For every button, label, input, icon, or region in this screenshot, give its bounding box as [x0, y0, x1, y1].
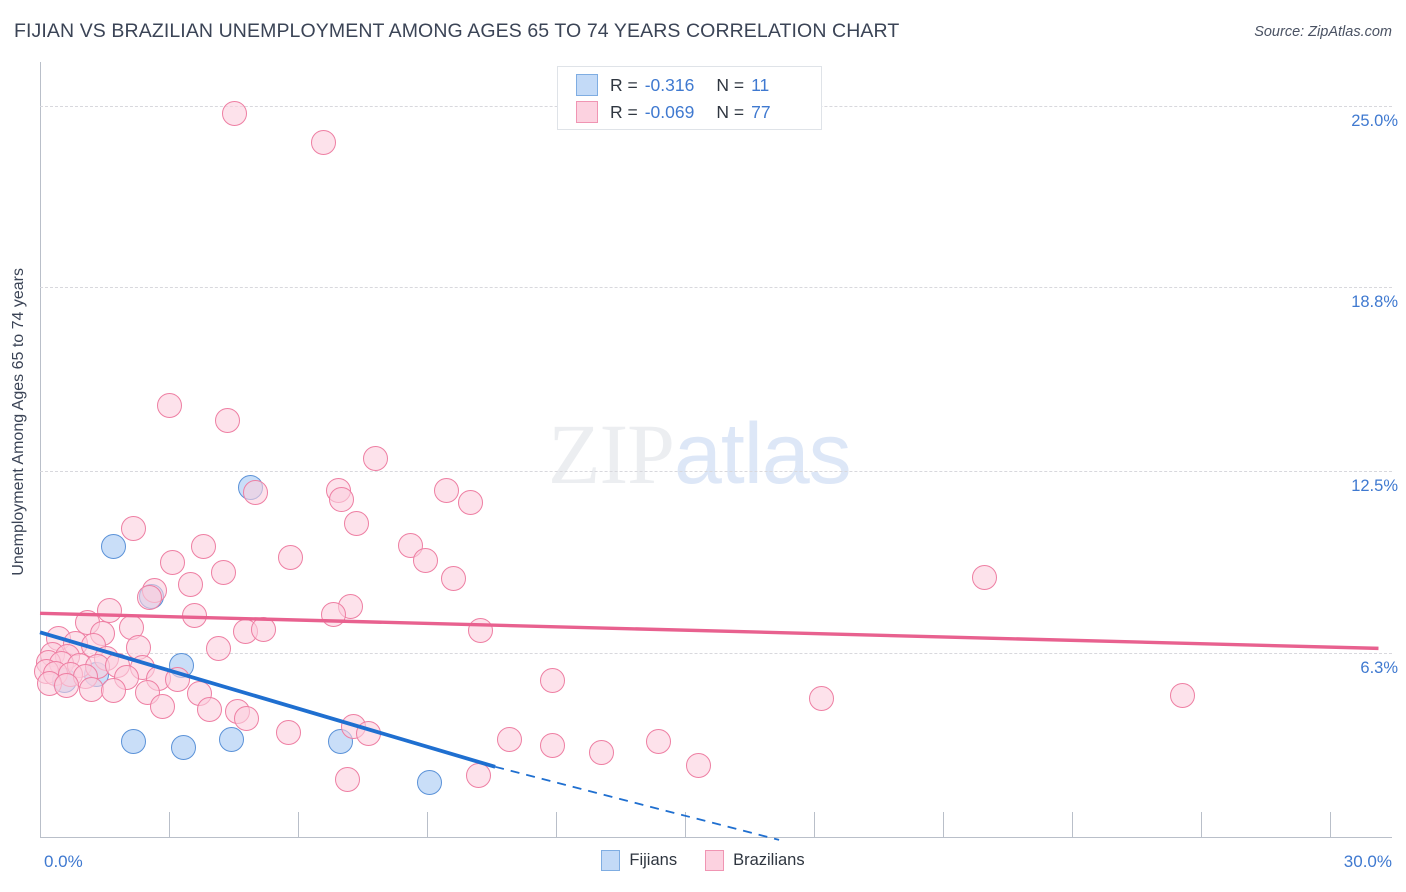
data-point-bra [540, 668, 566, 694]
data-point-bra [250, 617, 276, 643]
data-point-bra [205, 635, 231, 661]
data-point-bra [276, 719, 302, 745]
data-point-bra [310, 129, 336, 155]
data-point-bra [97, 597, 123, 623]
plot-area [34, 62, 1336, 837]
data-point-bra [233, 706, 259, 732]
data-point-bra [100, 677, 126, 703]
data-point-bra [468, 618, 494, 644]
data-point-bra [497, 727, 523, 753]
data-point-bra [457, 489, 483, 515]
gridline [40, 652, 1392, 654]
gridline [40, 471, 1392, 473]
data-point-bra [434, 477, 459, 503]
legend-row-fijians: R = -0.316 N = 11 [576, 72, 769, 98]
data-point-bra [156, 393, 182, 419]
series-legend-item-fijians[interactable]: Fijians [601, 850, 677, 871]
x-axis-line [40, 837, 1392, 838]
legend-n-key-brazilians: N = [716, 101, 745, 122]
legend-r-value-brazilians: -0.069 [644, 101, 695, 122]
series-swatch-brazilians [705, 850, 725, 871]
data-point-bra [328, 486, 354, 512]
x-tick [1201, 812, 1203, 837]
data-point-bra [121, 515, 147, 541]
data-point-bra [645, 729, 671, 755]
x-tick [943, 812, 945, 837]
data-point-bra [465, 762, 491, 788]
x-tick [298, 812, 299, 837]
data-point-bra [53, 673, 79, 698]
y-tick-label: 12.5% [1351, 477, 1398, 496]
legend-n-value-brazilians: 77 [751, 101, 771, 122]
data-point-bra [150, 694, 176, 720]
data-point-bra [277, 545, 303, 571]
x-tick [169, 812, 170, 837]
x-tick [1330, 812, 1332, 837]
series-label-brazilians: Brazilians [733, 851, 805, 869]
legend-n-value-fijians: 11 [751, 74, 770, 95]
data-point-bra [686, 752, 712, 778]
data-point-bra [160, 550, 186, 576]
y-tick-label: 25.0% [1351, 111, 1398, 130]
data-point-bra [190, 533, 216, 559]
series-label-fijians: Fijians [629, 851, 678, 869]
data-point-bra [441, 565, 467, 591]
data-point-bra [196, 697, 222, 723]
data-point-bra [211, 559, 237, 585]
data-point-fij [219, 726, 245, 752]
data-point-fij [417, 770, 443, 796]
data-point-bra [809, 685, 835, 711]
data-point-bra [343, 510, 369, 536]
x-axis-max-label: 30.0% [1343, 852, 1392, 871]
series-swatch-fijians [601, 850, 621, 871]
data-point-fij [170, 735, 196, 761]
data-point-bra [588, 740, 614, 766]
y-tick-label: 18.8% [1351, 293, 1398, 312]
correlation-legend: R = -0.316 N = 11 R = -0.069 N = 77 [557, 66, 822, 130]
legend-n-key-fijians: N = [716, 74, 745, 95]
page-title: FIJIAN VS BRAZILIAN UNEMPLOYMENT AMONG A… [14, 20, 900, 42]
data-point-bra [334, 767, 360, 793]
source-attribution: Source: ZipAtlas.com [1254, 24, 1392, 40]
legend-r-value-fijians: -0.316 [644, 74, 695, 95]
data-point-bra [242, 479, 268, 505]
series-legend: Fijians Brazilians [0, 850, 1406, 871]
data-point-bra [1169, 682, 1195, 708]
gridline [40, 287, 1392, 289]
data-point-bra [540, 733, 566, 759]
y-tick-label: 6.3% [1360, 658, 1398, 677]
data-point-bra [355, 720, 381, 746]
data-point-bra [178, 572, 204, 598]
legend-r-key-brazilians: R = [610, 101, 638, 122]
y-axis-line [40, 62, 41, 837]
x-axis-min-label: 0.0% [44, 852, 83, 871]
legend-r-key-fijians: R = [610, 74, 638, 95]
legend-row-brazilians: R = -0.069 N = 77 [576, 99, 771, 125]
x-tick [427, 812, 429, 837]
data-point-bra [181, 602, 207, 628]
data-point-bra [412, 548, 438, 574]
x-tick [40, 812, 41, 837]
data-point-bra [971, 564, 997, 590]
y-axis-label: Unemployment Among Ages 65 to 74 years [10, 268, 27, 576]
data-point-bra [363, 445, 389, 471]
data-point-fij [100, 533, 126, 559]
data-point-bra [164, 667, 190, 693]
legend-swatch-fijians [576, 74, 598, 96]
data-point-bra [136, 585, 162, 611]
data-point-bra [321, 601, 347, 627]
data-point-fij [121, 728, 147, 754]
legend-swatch-brazilians [576, 101, 598, 123]
x-tick [1072, 812, 1074, 837]
data-point-bra [214, 407, 240, 433]
x-tick [814, 812, 816, 837]
series-legend-item-brazilians[interactable]: Brazilians [705, 850, 805, 871]
data-point-bra [222, 100, 248, 126]
